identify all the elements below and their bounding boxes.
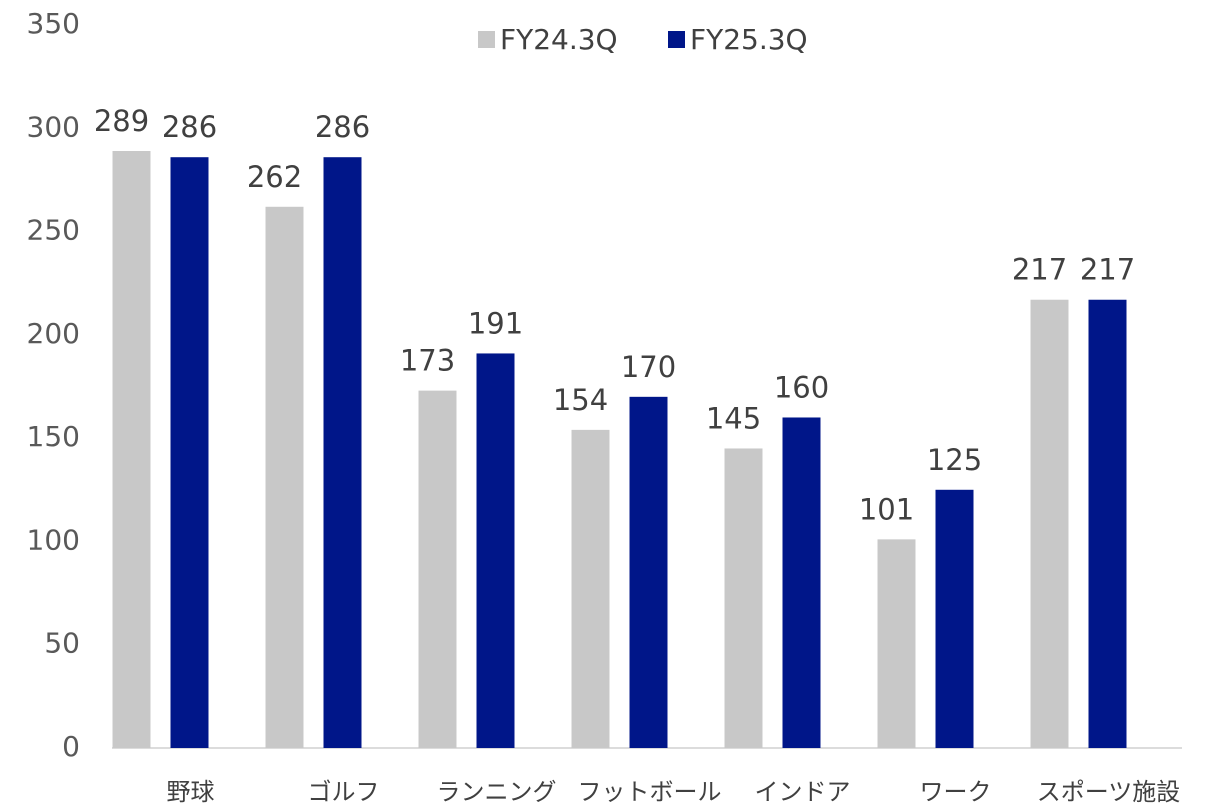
- y-tick-label: 200: [27, 317, 80, 350]
- bar: [571, 429, 610, 748]
- bar: [629, 396, 668, 748]
- value-label: 286: [315, 110, 370, 144]
- value-label: 173: [400, 344, 455, 378]
- value-label: 101: [859, 492, 914, 526]
- value-label: 125: [927, 443, 982, 477]
- bar: [112, 151, 151, 749]
- value-label: 145: [706, 401, 761, 435]
- bar: [418, 390, 457, 748]
- value-label: 160: [774, 370, 829, 404]
- value-label: 286: [162, 110, 217, 144]
- bar: [724, 448, 763, 748]
- x-tick-label: インドア: [755, 778, 851, 806]
- value-label: 217: [1012, 253, 1067, 287]
- bar: [877, 539, 916, 748]
- x-tick-label: 野球: [167, 778, 215, 806]
- x-tick-label: ワーク: [920, 778, 992, 806]
- bar: [782, 417, 821, 748]
- y-tick-label: 300: [27, 110, 80, 143]
- value-label: 170: [621, 350, 676, 384]
- value-label: 217: [1080, 253, 1135, 287]
- y-tick-label: 250: [27, 214, 80, 247]
- legend-label: FY24.3Q: [500, 23, 618, 56]
- x-tick-label: ゴルフ: [308, 778, 380, 806]
- y-tick-label: 50: [44, 627, 80, 660]
- value-label: 262: [247, 160, 302, 194]
- legend-swatch: [478, 31, 495, 48]
- value-label: 289: [94, 104, 149, 138]
- bar: [935, 489, 974, 748]
- y-tick-label: 0: [62, 730, 80, 763]
- y-tick-label: 150: [27, 420, 80, 453]
- bar: [476, 353, 515, 748]
- x-tick-label: フットボール: [578, 778, 722, 806]
- bar: [1088, 299, 1127, 748]
- value-label: 191: [468, 306, 523, 340]
- x-tick-label: ランニング: [437, 778, 557, 806]
- y-tick-label: 100: [27, 523, 80, 556]
- legend-swatch: [668, 31, 685, 48]
- value-label: 154: [553, 383, 608, 417]
- y-tick-label: 350: [27, 7, 80, 40]
- bar: [170, 157, 209, 749]
- bar: [1030, 299, 1069, 748]
- bar: [323, 157, 362, 749]
- legend-label: FY25.3Q: [690, 23, 808, 56]
- bar: [265, 206, 304, 749]
- x-tick-label: スポーツ施設: [1037, 778, 1181, 806]
